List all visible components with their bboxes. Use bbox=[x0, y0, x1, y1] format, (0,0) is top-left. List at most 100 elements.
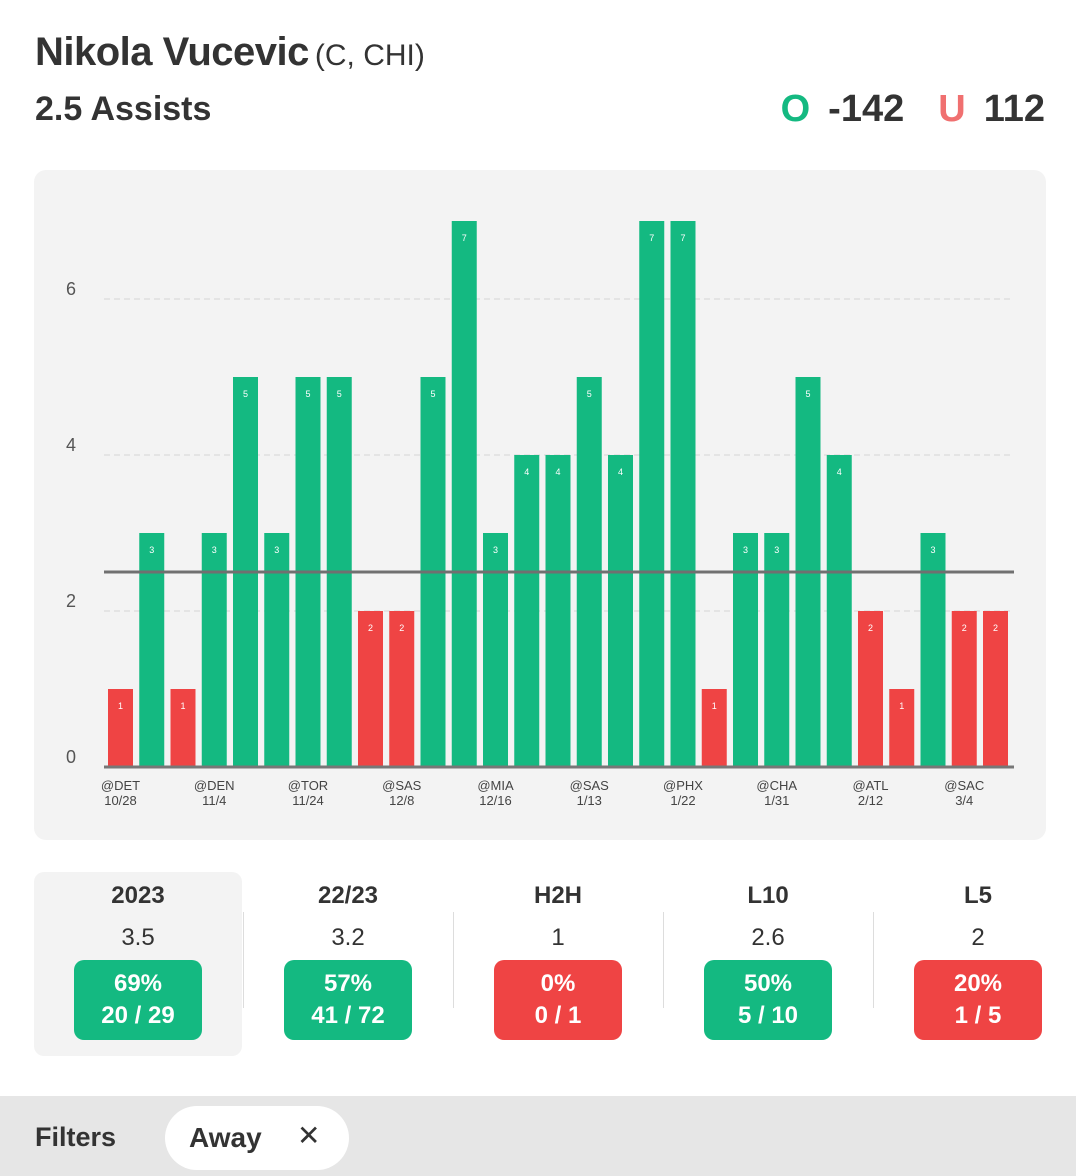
bar-value-label: 5 bbox=[805, 389, 810, 399]
bar bbox=[826, 455, 852, 767]
x-tick-opponent: @ATL bbox=[852, 778, 888, 793]
stat-hit-percent: 69% bbox=[113, 970, 163, 997]
bar bbox=[701, 689, 727, 767]
y-tick-label: 4 bbox=[66, 435, 76, 455]
stat-divider bbox=[243, 912, 244, 1008]
stat-average: 3.5 bbox=[121, 924, 155, 951]
bar-value-label: 4 bbox=[837, 467, 842, 477]
x-tick-date: 1/31 bbox=[764, 793, 789, 808]
player-line: Nikola Vucevic (C, CHI) bbox=[35, 30, 425, 75]
stat-hit-record: 0 / 1 bbox=[534, 1002, 582, 1029]
x-tick-date: 2/12 bbox=[858, 793, 883, 808]
bar bbox=[639, 221, 665, 767]
x-tick-opponent: @CHA bbox=[756, 778, 797, 793]
player-position-team: (C, CHI) bbox=[314, 39, 425, 72]
bar bbox=[358, 611, 383, 767]
bar-value-label: 3 bbox=[274, 545, 279, 555]
stat-label: H2H bbox=[533, 882, 582, 909]
bar-value-label: 2 bbox=[868, 623, 873, 633]
bar-value-label: 7 bbox=[680, 233, 685, 243]
bar-value-label: 5 bbox=[337, 389, 342, 399]
bar bbox=[201, 533, 227, 767]
bar-value-label: 1 bbox=[118, 701, 123, 711]
stat-column-l5[interactable]: L5 2 20% 1 / 5 bbox=[874, 872, 1076, 1056]
prop-header: Nikola Vucevic (C, CHI) 2.5 Assists O -14… bbox=[35, 30, 1045, 140]
bar bbox=[764, 533, 790, 767]
stat-label: 2023 bbox=[111, 882, 165, 909]
stat-divider bbox=[453, 912, 454, 1008]
filter-chip-away[interactable]: Away ✕ bbox=[165, 1106, 349, 1170]
x-tick-date: 12/8 bbox=[389, 793, 414, 808]
stat-hit-badge: 69% 20 / 29 bbox=[74, 960, 202, 1040]
stat-hit-record: 20 / 29 bbox=[101, 1002, 175, 1029]
x-tick-opponent: @TOR bbox=[288, 778, 328, 793]
stat-column-h2h[interactable]: H2H 1 0% 0 / 1 bbox=[454, 872, 662, 1056]
stat-divider bbox=[663, 912, 664, 1008]
bar bbox=[139, 533, 165, 767]
bar-value-label: 5 bbox=[430, 389, 435, 399]
x-tick-date: 12/16 bbox=[479, 793, 512, 808]
y-tick-label: 0 bbox=[66, 747, 76, 767]
bar bbox=[170, 689, 196, 767]
stat-hit-badge: 20% 1 / 5 bbox=[914, 960, 1042, 1040]
bar-value-label: 1 bbox=[712, 701, 717, 711]
x-tick-opponent: @DEN bbox=[194, 778, 235, 793]
x-tick-opponent: @MIA bbox=[477, 778, 514, 793]
bar-value-label: 5 bbox=[305, 389, 310, 399]
stat-hit-badge: 57% 41 / 72 bbox=[284, 960, 412, 1040]
x-tick-date: 1/22 bbox=[670, 793, 695, 808]
bar-value-label: 4 bbox=[555, 467, 560, 477]
stat-hit-record: 41 / 72 bbox=[311, 1002, 385, 1029]
filters-bar: Filters Away ✕ bbox=[0, 1096, 1076, 1176]
under-odds: 112 bbox=[983, 88, 1045, 130]
stat-column-l10[interactable]: L10 2.6 50% 5 / 10 bbox=[664, 872, 872, 1056]
bar-value-label: 3 bbox=[149, 545, 154, 555]
bar-value-label: 2 bbox=[962, 623, 967, 633]
stat-average: 2.6 bbox=[751, 924, 785, 951]
x-tick-opponent: @PHX bbox=[663, 778, 703, 793]
y-tick-label: 2 bbox=[66, 591, 76, 611]
bar-value-label: 1 bbox=[899, 701, 904, 711]
bar bbox=[951, 611, 977, 767]
stat-average: 3.2 bbox=[331, 924, 365, 951]
stat-hit-percent: 20% bbox=[953, 970, 1003, 997]
stat-hit-badge: 0% 0 / 1 bbox=[494, 960, 622, 1040]
stat-hit-percent: 0% bbox=[540, 970, 576, 997]
x-tick-date: 10/28 bbox=[104, 793, 137, 808]
game-log-chart: 0 2 4 6 1 3 1 3 5 3 5 5 2 2 5 7 3 4 4 5 4 7 7 1 3 3 5 4 2 1 3 2 2 @DET 10/… bbox=[34, 170, 1046, 840]
x-tick-date: 1/13 bbox=[577, 793, 602, 808]
filters-label: Filters bbox=[35, 1122, 117, 1152]
stat-column-last-season[interactable]: 22/23 3.2 57% 41 / 72 bbox=[244, 872, 452, 1056]
bar bbox=[608, 455, 633, 767]
stat-column-season[interactable]: 2023 3.5 69% 20 / 29 bbox=[34, 872, 242, 1056]
stat-average: 2 bbox=[971, 924, 985, 951]
bar-value-label: 3 bbox=[493, 545, 498, 555]
odds-display: O -142 U 112 bbox=[781, 88, 1045, 131]
bar-value-label: 7 bbox=[649, 233, 654, 243]
bar-value-label: 2 bbox=[368, 623, 373, 633]
over-odds: -142 bbox=[828, 88, 905, 130]
bar bbox=[889, 689, 915, 767]
y-tick-label: 6 bbox=[66, 279, 76, 299]
bar bbox=[514, 455, 540, 767]
over-label: O bbox=[780, 88, 811, 130]
bar-value-label: 1 bbox=[180, 701, 185, 711]
bar bbox=[858, 611, 883, 767]
bar-value-label: 4 bbox=[618, 467, 623, 477]
stat-label: L10 bbox=[747, 882, 789, 909]
x-tick-date: 3/4 bbox=[955, 793, 973, 808]
stat-hit-badge: 50% 5 / 10 bbox=[704, 960, 832, 1040]
bar-value-label: 4 bbox=[524, 467, 529, 477]
stat-hit-record: 1 / 5 bbox=[954, 1002, 1002, 1029]
bar-value-label: 5 bbox=[243, 389, 248, 399]
stat-label: L5 bbox=[963, 882, 992, 909]
close-icon[interactable]: ✕ bbox=[297, 1120, 321, 1151]
bar bbox=[983, 611, 1008, 767]
bar-value-label: 7 bbox=[462, 233, 467, 243]
x-tick-opponent: @SAC bbox=[944, 778, 984, 793]
stat-average: 1 bbox=[551, 924, 565, 951]
bar bbox=[389, 611, 415, 767]
bar-value-label: 3 bbox=[774, 545, 779, 555]
stat-label: 22/23 bbox=[317, 882, 379, 909]
player-name: Nikola Vucevic bbox=[35, 30, 309, 74]
